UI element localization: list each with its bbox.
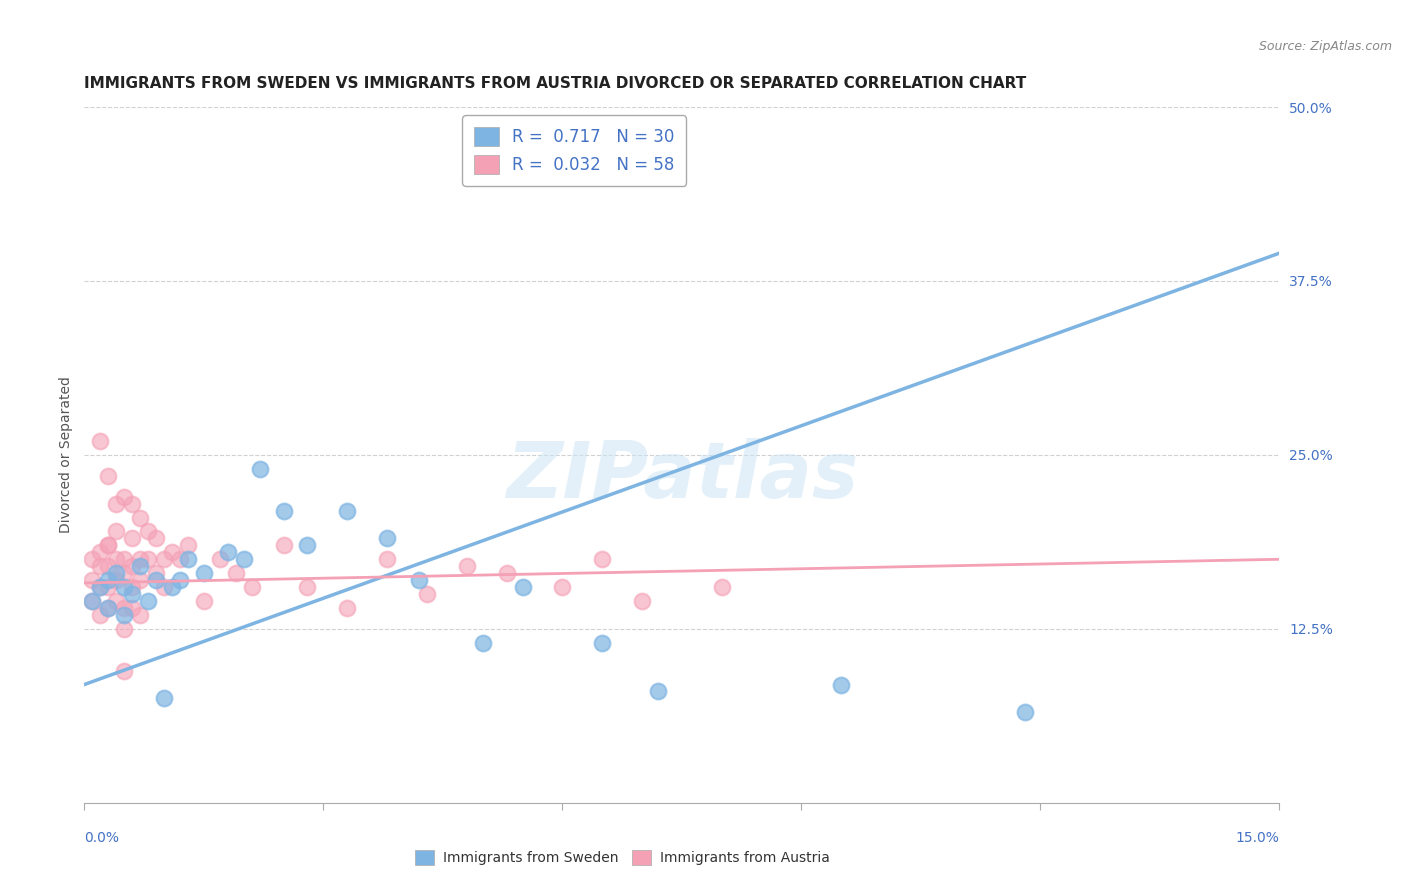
Point	[105, 566, 128, 581]
Point	[129, 573, 152, 587]
Point	[82, 594, 104, 608]
Point	[89, 580, 111, 594]
Point	[297, 580, 319, 594]
Point	[710, 580, 733, 594]
Point	[177, 538, 200, 552]
Point	[631, 594, 654, 608]
Point	[830, 677, 852, 691]
Text: ZIPatlas: ZIPatlas	[506, 438, 858, 514]
Point	[97, 538, 120, 552]
Point	[456, 559, 478, 574]
Point	[82, 573, 104, 587]
Point	[112, 607, 135, 622]
Point	[82, 594, 104, 608]
Point	[647, 684, 669, 698]
Point	[193, 594, 215, 608]
Point	[121, 532, 143, 546]
Point	[153, 691, 176, 706]
Point	[336, 503, 359, 517]
Point	[105, 594, 128, 608]
Point	[375, 532, 398, 546]
Point	[495, 566, 517, 581]
Point	[512, 580, 534, 594]
Legend: Immigrants from Sweden, Immigrants from Austria: Immigrants from Sweden, Immigrants from …	[408, 843, 837, 872]
Point	[169, 573, 191, 587]
Point	[136, 524, 159, 539]
Point	[105, 573, 128, 587]
Point	[129, 510, 152, 524]
Point	[145, 573, 167, 587]
Point	[105, 497, 128, 511]
Point	[112, 601, 135, 615]
Point	[89, 580, 111, 594]
Point	[153, 580, 176, 594]
Point	[89, 545, 111, 559]
Point	[177, 552, 200, 566]
Point	[112, 490, 135, 504]
Point	[193, 566, 215, 581]
Point	[97, 601, 120, 615]
Point	[129, 559, 152, 574]
Point	[89, 434, 111, 448]
Point	[551, 580, 574, 594]
Point	[89, 559, 111, 574]
Point	[121, 559, 143, 574]
Text: 0.0%: 0.0%	[84, 830, 120, 845]
Point	[145, 532, 167, 546]
Point	[160, 545, 183, 559]
Point	[97, 601, 120, 615]
Point	[112, 622, 135, 636]
Point	[273, 538, 295, 552]
Point	[121, 497, 143, 511]
Point	[408, 573, 430, 587]
Point	[121, 580, 143, 594]
Point	[129, 607, 152, 622]
Text: Source: ZipAtlas.com: Source: ZipAtlas.com	[1258, 40, 1392, 54]
Point	[336, 601, 359, 615]
Point	[97, 573, 120, 587]
Point	[160, 580, 183, 594]
Point	[112, 552, 135, 566]
Point	[208, 552, 231, 566]
Point	[169, 552, 191, 566]
Point	[105, 524, 128, 539]
Point	[232, 552, 254, 566]
Point	[240, 580, 263, 594]
Text: 15.0%: 15.0%	[1236, 830, 1279, 845]
Point	[97, 538, 120, 552]
Point	[153, 552, 176, 566]
Point	[121, 601, 143, 615]
Point	[273, 503, 295, 517]
Point	[591, 636, 613, 650]
Point	[225, 566, 247, 581]
Y-axis label: Divorced or Separated: Divorced or Separated	[59, 376, 73, 533]
Point	[129, 552, 152, 566]
Point	[97, 559, 120, 574]
Point	[112, 664, 135, 678]
Point	[105, 552, 128, 566]
Point	[145, 566, 167, 581]
Point	[471, 636, 494, 650]
Point	[297, 538, 319, 552]
Point	[112, 580, 135, 594]
Title: IMMIGRANTS FROM SWEDEN VS IMMIGRANTS FROM AUSTRIA DIVORCED OR SEPARATED CORRELAT: IMMIGRANTS FROM SWEDEN VS IMMIGRANTS FRO…	[84, 76, 1026, 91]
Point	[89, 607, 111, 622]
Point	[97, 580, 120, 594]
Point	[1014, 706, 1036, 720]
Point	[416, 587, 439, 601]
Point	[136, 552, 159, 566]
Point	[112, 566, 135, 581]
Point	[82, 552, 104, 566]
Point	[121, 587, 143, 601]
Point	[97, 468, 120, 483]
Point	[591, 552, 613, 566]
Point	[375, 552, 398, 566]
Point	[217, 545, 239, 559]
Point	[249, 462, 271, 476]
Point	[136, 594, 159, 608]
